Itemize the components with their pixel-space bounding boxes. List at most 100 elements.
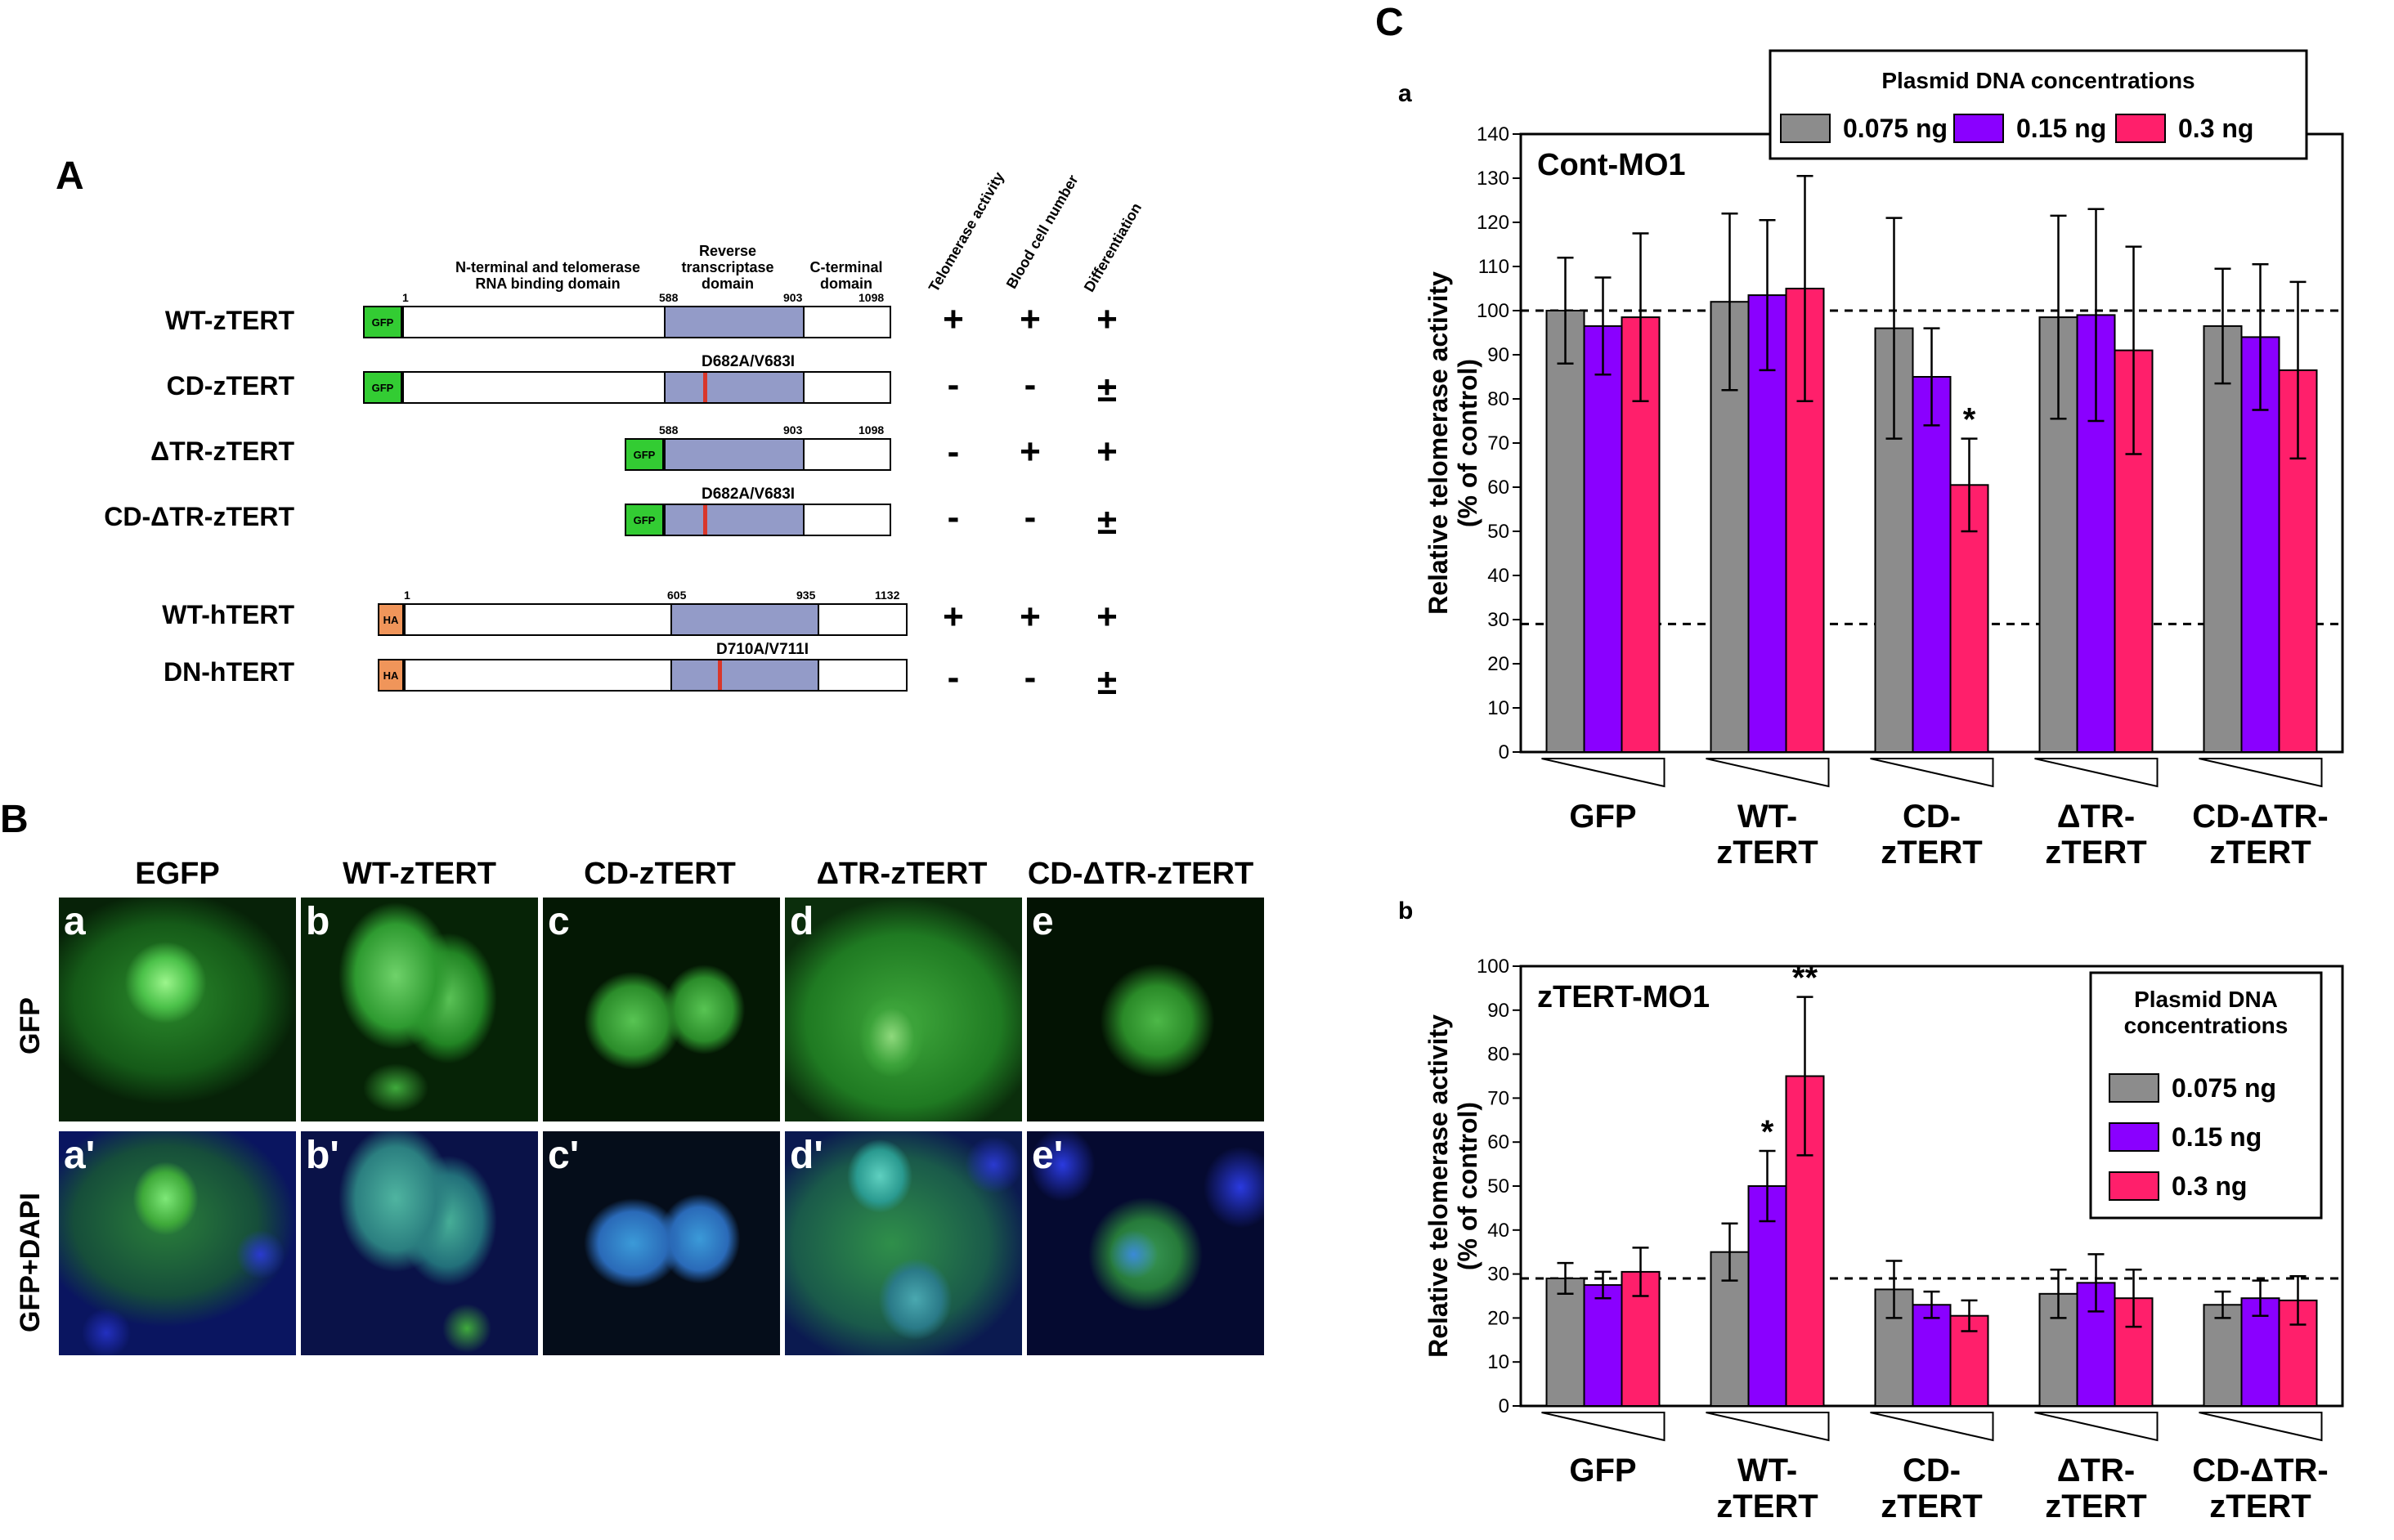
image-letter: b (306, 900, 330, 943)
y-tick-label: 30 (1487, 609, 1509, 631)
y-tick-label: 40 (1487, 1220, 1509, 1242)
significance-mark: * (1761, 1114, 1774, 1150)
telomerase-result: + (943, 299, 964, 339)
protein-bar (404, 603, 908, 636)
telomerase-result: - (947, 657, 960, 697)
y-axis-label: Relative telomerase activity(% of contro… (1423, 271, 1482, 615)
row-label-gfp-dapi: GFP+DAPI (15, 1193, 46, 1332)
concentration-wedge (1706, 1412, 1830, 1442)
y-tick-label: 90 (1487, 344, 1509, 366)
rt-domain (664, 306, 805, 338)
bar (1710, 1251, 1750, 1408)
bar (2203, 325, 2243, 753)
bar (1912, 376, 1952, 753)
y-tick-label: 80 (1487, 388, 1509, 410)
mutation-label: D682A/V683I (702, 353, 796, 370)
image-letter: c' (548, 1134, 580, 1177)
rt-domain-label: Reverse transcriptase domain (681, 243, 774, 292)
panel-b-letter: B (0, 798, 29, 841)
legend-title: Plasmid DNA concentrations (2124, 987, 2289, 1038)
legend-label: 0.15 ng (2172, 1122, 2262, 1152)
position-label: 588 (659, 423, 679, 436)
position-label: 935 (796, 589, 816, 602)
chart-title: Cont-MO1 (1537, 148, 1686, 182)
ha-tag: HA (378, 659, 404, 692)
bar (2203, 1304, 2243, 1408)
micrograph-egfp-gfp: a (59, 898, 296, 1121)
construct-label: WT-hTERT (162, 600, 294, 629)
y-tick-label: 0 (1499, 1395, 1509, 1417)
position-label: 1132 (875, 589, 900, 602)
position-label: 588 (659, 291, 679, 304)
rt-domain (664, 371, 805, 404)
concentration-wedge (1541, 758, 1665, 788)
protein-bar (402, 371, 891, 404)
y-tick-label: 130 (1477, 168, 1509, 190)
legend-label: 0.075 ng (1843, 114, 1948, 143)
differentiation-header: Differentiation (1080, 199, 1145, 295)
column-header: ΔTR-zTERT (816, 857, 988, 891)
bar (1583, 1284, 1623, 1407)
column-header: EGFP (135, 857, 220, 891)
legend-title: Plasmid DNA concentrations (1881, 68, 2194, 93)
blood-cell-result: - (1024, 657, 1037, 697)
y-tick-label: 90 (1487, 1000, 1509, 1022)
y-tick-label: 0 (1499, 741, 1509, 763)
category-label: GFP (1569, 799, 1636, 835)
significance-mark: ** (1792, 960, 1818, 996)
micrograph-cd-dtr-zTERT-gfp: e (1027, 898, 1264, 1121)
image-letter: a (64, 900, 86, 943)
category-label: CD-zTERT (1881, 799, 1982, 871)
differentiation-result: ± (1096, 369, 1118, 410)
row-label-gfp: GFP (15, 997, 46, 1054)
category-label: GFP (1569, 1453, 1636, 1489)
telomerase-result: + (943, 597, 964, 637)
n-terminal-domain-label: N-terminal and telomerase RNA binding do… (455, 259, 641, 292)
y-tick-label: 30 (1487, 1264, 1509, 1286)
bar (1912, 1304, 1952, 1408)
category-label: CD-ΔTR-zTERT (2192, 799, 2328, 871)
category-label: WT-zTERT (1716, 1453, 1818, 1524)
micrograph-cd-dtr-zTERT-merge: e' (1027, 1131, 1264, 1355)
sub-panel-b-letter: b (1398, 898, 1414, 924)
legend-swatch (2115, 114, 2166, 143)
differentiation-result: ± (1096, 662, 1118, 702)
legend-swatch (2109, 1073, 2159, 1103)
position-label: 1 (404, 589, 410, 602)
y-tick-label: 50 (1487, 1175, 1509, 1198)
blood-cell-result: - (1024, 365, 1037, 405)
construct-label: CD-zTERT (166, 371, 294, 401)
y-tick-label: 10 (1487, 697, 1509, 719)
chart-cont-mo1: 0 10 20 30 40 50 60 70 80 90 100 110 120 130 140 Relati… (1423, 49, 2344, 871)
significance-mark: * (1963, 402, 1976, 438)
position-label: 903 (783, 423, 803, 436)
y-tick-label: 80 (1487, 1044, 1509, 1066)
legend-label: 0.15 ng (2016, 114, 2106, 143)
bar (1545, 310, 1585, 753)
gfp-tag: GFP (363, 371, 402, 404)
concentration-wedge (2034, 1412, 2159, 1442)
mutation-label: D682A/V683I (702, 486, 796, 503)
gfp-tag: GFP (625, 438, 664, 471)
telomerase-result: - (947, 432, 960, 472)
category-label: WT-zTERT (1716, 799, 1818, 871)
legend-label: 0.075 ng (2172, 1073, 2276, 1103)
y-tick-label: 110 (1478, 256, 1509, 278)
y-tick-label: 140 (1477, 123, 1509, 145)
concentration-wedge (1541, 1412, 1665, 1442)
telomerase-result: - (947, 365, 960, 405)
column-header: CD-ΔTR-zTERT (1027, 857, 1254, 891)
blood-cell-result: + (1020, 299, 1041, 339)
gfp-tag: GFP (363, 306, 402, 338)
concentration-wedge (2034, 758, 2159, 788)
blood-cell-result: + (1020, 597, 1041, 637)
image-letter: d' (790, 1134, 823, 1177)
y-tick-label: 70 (1487, 432, 1509, 454)
bar (1583, 325, 1623, 753)
construct-label: CD-ΔTR-zTERT (104, 502, 294, 531)
legend-swatch (1953, 114, 2004, 143)
rt-domain (664, 438, 805, 471)
differentiation-result: + (1096, 299, 1118, 339)
mutation-mark (718, 660, 722, 690)
y-tick-label: 60 (1487, 477, 1509, 499)
